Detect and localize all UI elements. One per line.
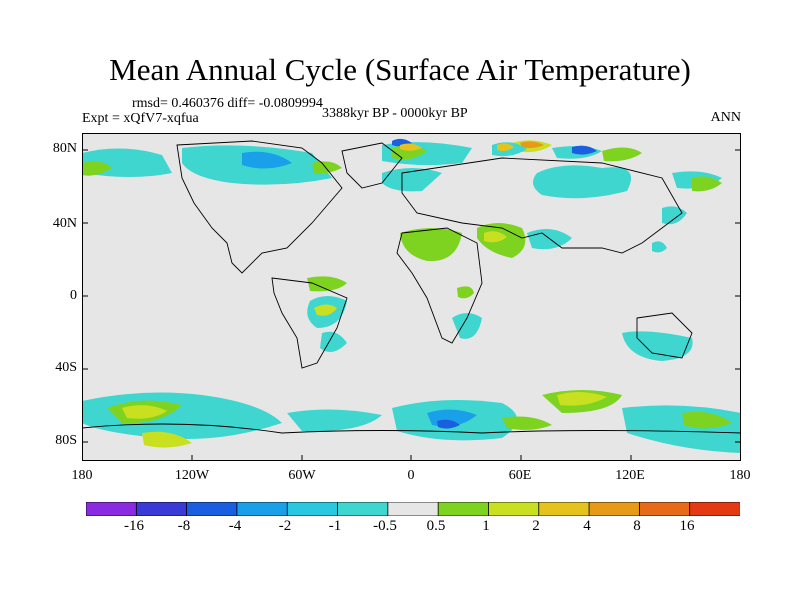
lon-label-180e: 180 bbox=[729, 468, 751, 483]
colorbar-label: 2 bbox=[532, 518, 540, 534]
season-label: ANN bbox=[710, 110, 741, 125]
lon-label-180w: 180 bbox=[71, 468, 93, 483]
colorbar-label: 8 bbox=[633, 518, 641, 534]
lon-label-60w: 60W bbox=[288, 468, 316, 483]
colorbar-swatch bbox=[286, 502, 339, 516]
map-panel bbox=[82, 133, 741, 461]
colorbar-label: 0.5 bbox=[426, 518, 446, 534]
lon-label-60e: 60E bbox=[508, 468, 532, 483]
colorbar-label: -8 bbox=[177, 518, 191, 534]
colorbar-swatch bbox=[488, 502, 540, 516]
experiment-label: Expt = xQfV7-xqfua bbox=[82, 111, 199, 126]
colorbar-swatch bbox=[387, 502, 439, 516]
anomaly-contours bbox=[82, 138, 741, 453]
colorbar-swatch bbox=[538, 502, 590, 516]
lat-label-40s: 40S bbox=[55, 360, 77, 375]
colorbar-swatch bbox=[135, 502, 188, 516]
lat-label-0: 0 bbox=[70, 288, 77, 303]
lat-label-80n: 80N bbox=[52, 141, 77, 156]
lon-label-120w: 120W bbox=[174, 468, 210, 483]
colorbar-swatch bbox=[86, 502, 138, 516]
lon-label-120e: 120E bbox=[615, 468, 645, 483]
colorbar-label: 1 bbox=[482, 518, 490, 534]
colorbar-swatch bbox=[236, 502, 288, 516]
colorbar-label: -0.5 bbox=[373, 518, 397, 534]
colorbar-swatch bbox=[638, 502, 691, 516]
lat-label-80s: 80S bbox=[55, 433, 77, 448]
chart-title: Mean Annual Cycle (Surface Air Temperatu… bbox=[109, 52, 691, 87]
colorbar-label: -1 bbox=[328, 518, 342, 534]
lat-label-40n: 40N bbox=[52, 216, 77, 231]
colorbar bbox=[86, 502, 740, 516]
colorbar-label: -16 bbox=[124, 518, 144, 534]
colorbar-label: 16 bbox=[679, 518, 695, 534]
colorbar-label: 4 bbox=[583, 518, 591, 534]
stats-text: rmsd= 0.460376 diff= -0.0809994 bbox=[132, 96, 323, 111]
colorbar-label: -2 bbox=[278, 518, 292, 534]
colorbar-swatch bbox=[588, 502, 641, 516]
coastlines bbox=[82, 140, 741, 434]
colorbar-swatch bbox=[186, 502, 238, 516]
colorbar-label: -4 bbox=[228, 518, 242, 534]
lon-label-0: 0 bbox=[407, 468, 415, 483]
colorbar-swatch bbox=[689, 502, 740, 516]
colorbar-swatch bbox=[337, 502, 389, 516]
colorbar-swatch bbox=[437, 502, 490, 516]
period-label: 3388kyr BP - 0000kyr BP bbox=[322, 106, 468, 121]
map-ticks bbox=[82, 149, 741, 461]
